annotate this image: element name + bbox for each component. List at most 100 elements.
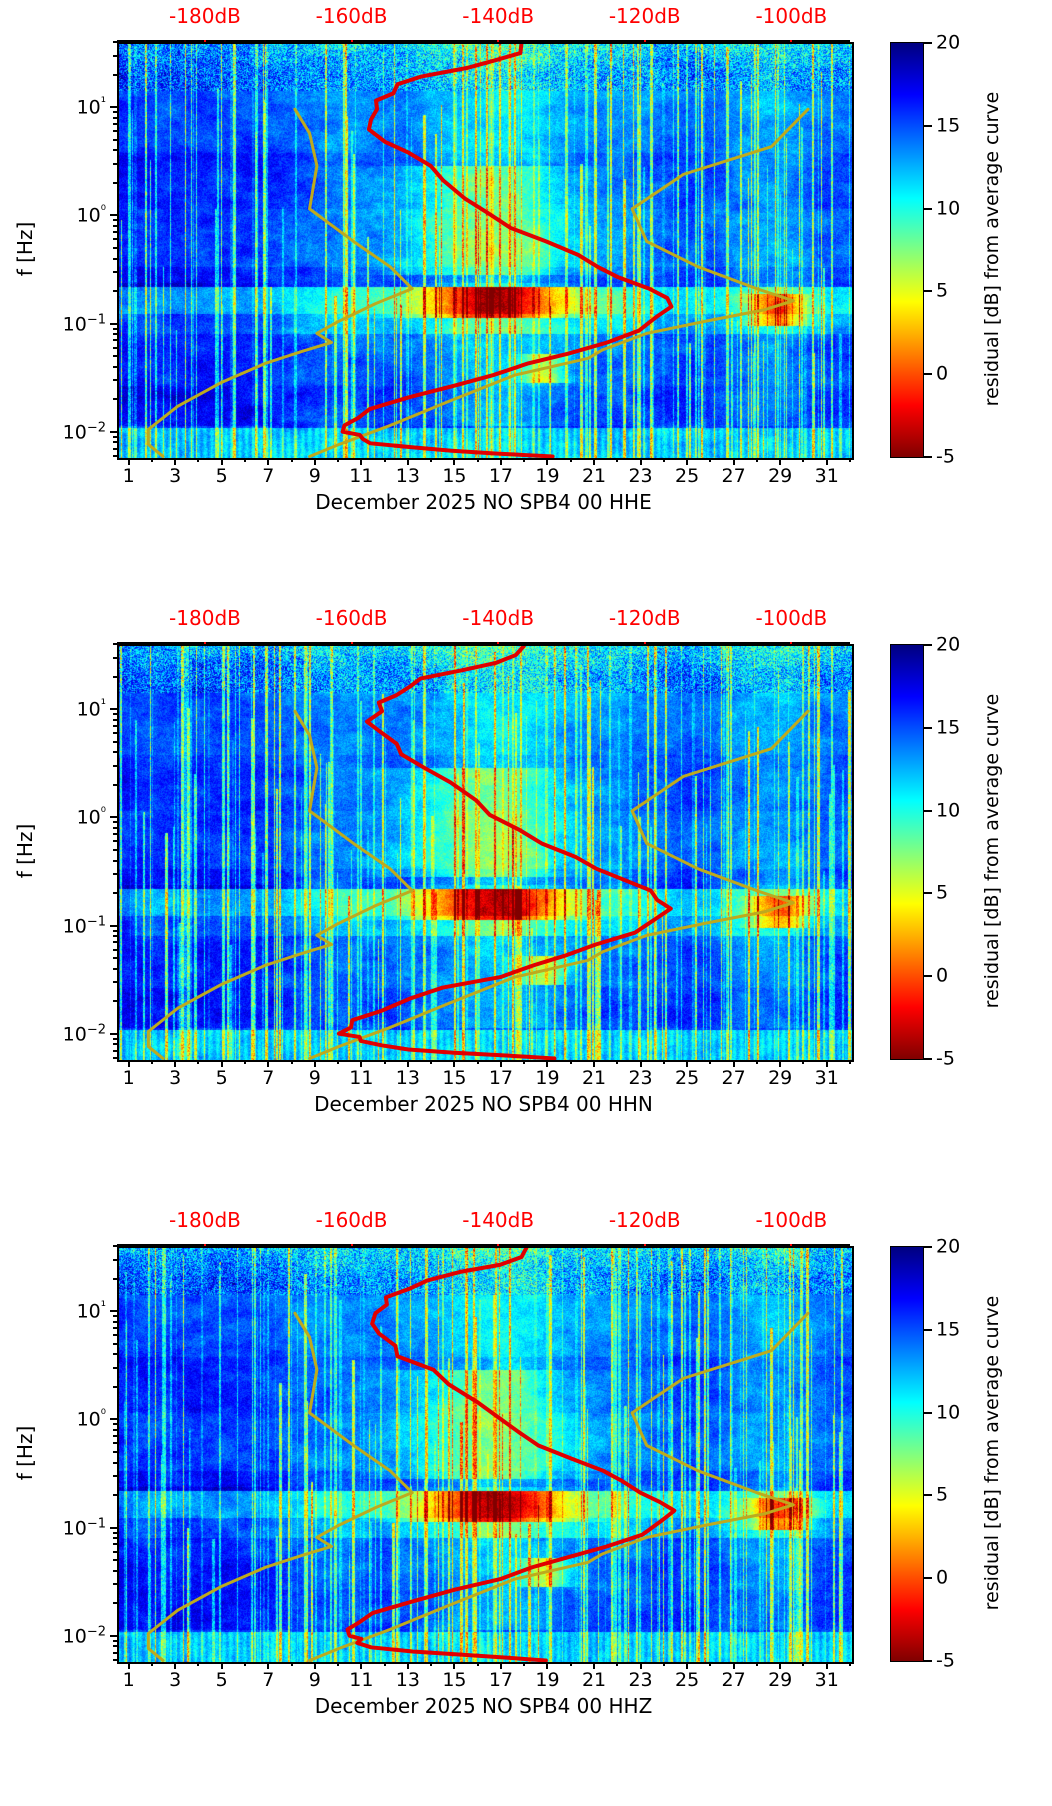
y-axis-ticklabel: 10−1 <box>62 312 106 336</box>
top-axis-line <box>117 40 850 42</box>
y-axis-minor-tick <box>113 122 117 125</box>
colorbar-tick <box>924 1494 932 1497</box>
curve-overlay <box>146 646 810 1060</box>
median-psd-curve <box>336 646 673 1060</box>
x-axis-minor-tick <box>476 458 479 462</box>
x-axis-ticklabel: 21 <box>581 1669 607 1691</box>
y-axis-minor-tick <box>113 957 117 960</box>
x-axis-title: December 2025 NO SPB4 00 HHZ <box>314 1694 653 1718</box>
y-axis-minor-tick <box>113 379 117 382</box>
noise-model-high-curve <box>308 1311 810 1662</box>
y-axis-minor-tick <box>113 783 117 786</box>
y-axis-minor-tick <box>113 238 117 241</box>
x-axis-tick <box>732 1662 735 1669</box>
y-axis-title: f [Hz] <box>13 823 37 879</box>
y-axis-minor-tick <box>113 54 117 57</box>
x-axis-ticklabel: 1 <box>122 1669 135 1691</box>
y-axis-minor-tick <box>113 271 117 274</box>
x-axis-minor-tick <box>243 458 246 462</box>
y-axis-minor-tick <box>113 1494 117 1497</box>
y-axis-minor-tick <box>113 1639 117 1642</box>
x-axis-minor-tick <box>290 1060 293 1064</box>
spectrogram-panel-hhn: -180dB -160dB -140dB -120dB -100dB 10−2 10−1 1… <box>0 602 1052 1204</box>
x-axis-minor-tick <box>383 458 386 462</box>
colorbar-ticklabel: 20 <box>936 1235 961 1258</box>
y-axis-minor-tick <box>113 1451 117 1454</box>
y-axis-minor-tick <box>113 826 117 829</box>
y-axis-minor-tick <box>113 740 117 743</box>
db-axis-label: -120dB <box>608 606 681 630</box>
y-axis-tick <box>110 924 117 927</box>
y-axis-tick <box>110 322 117 325</box>
curve-overlay <box>146 44 810 458</box>
x-axis-minor-tick <box>243 1662 246 1666</box>
x-axis-ticklabel: 19 <box>535 465 560 487</box>
x-axis-minor-tick <box>662 458 665 462</box>
x-axis-ticklabel: 27 <box>721 465 746 487</box>
x-axis-tick <box>686 1060 689 1067</box>
y-axis-tick <box>110 708 117 711</box>
colorbar-ticklabel: 10 <box>936 1401 961 1424</box>
db-axis-label: -180dB <box>169 4 241 28</box>
x-axis-ticklabel: 13 <box>395 1669 420 1691</box>
x-axis-minor-tick <box>802 1662 805 1666</box>
y-axis-ticklabel: 10⁰ <box>76 203 106 228</box>
y-axis-minor-tick <box>113 398 117 401</box>
y-axis-minor-tick <box>113 873 117 876</box>
median-psd-curve <box>340 44 674 458</box>
y-axis-ticklabel: 10−2 <box>62 1624 106 1648</box>
y-axis-minor-tick <box>113 1057 117 1059</box>
x-axis-minor-tick <box>150 1060 153 1064</box>
noise-model-low-curve <box>146 107 414 458</box>
y-axis-minor-tick <box>113 1000 117 1003</box>
db-axis-label: -180dB <box>169 606 241 630</box>
y-axis-minor-tick <box>113 1435 117 1438</box>
y-axis-minor-tick <box>113 1258 117 1261</box>
x-axis-ticklabel: 27 <box>721 1067 746 1089</box>
top-axis-line <box>117 1244 850 1246</box>
y-axis-ticklabel: 10¹ <box>76 1299 106 1323</box>
y-axis-minor-tick <box>113 718 117 721</box>
x-axis-tick <box>174 1060 177 1067</box>
noise-model-low-curve <box>146 1311 414 1662</box>
curve-overlay <box>146 1248 810 1662</box>
colorbar: -5 0 5 10 15 20 <box>890 1237 960 1670</box>
colorbar-title: residual [dB] from average curve <box>981 693 1003 1009</box>
colorbar-ticklabel: 20 <box>936 31 961 54</box>
x-axis-minor-tick <box>337 1662 340 1666</box>
y-axis-minor-tick <box>113 1531 117 1534</box>
y-axis-minor-tick <box>113 1583 117 1586</box>
x-axis-minor-tick <box>662 1662 665 1666</box>
colorbar-ticklabel: 5 <box>936 1483 949 1506</box>
colorbar: -5 0 5 10 15 20 <box>890 33 960 466</box>
x-axis-minor-tick <box>197 1662 200 1666</box>
y-axis-minor-tick <box>113 441 117 444</box>
db-axis-label: -120dB <box>608 1208 681 1232</box>
y-axis-ticklabel: 10⁰ <box>76 805 106 830</box>
spectrogram-image <box>119 646 852 1060</box>
y-axis-ticklabel: 10−2 <box>62 420 106 444</box>
colorbar-tick <box>924 373 932 376</box>
db-axis-label: -100dB <box>755 606 828 630</box>
x-axis-ticklabel: 9 <box>308 465 321 487</box>
y-axis-tick <box>110 1634 117 1637</box>
colorbar-gradient <box>891 43 923 457</box>
x-axis-minor-tick <box>849 1060 851 1064</box>
y-axis-title: f [Hz] <box>13 1425 37 1481</box>
y-axis-minor-tick <box>113 751 117 754</box>
y-axis-minor-tick <box>113 948 117 951</box>
x-axis-minor-tick <box>569 458 572 462</box>
x-axis-title: December 2025 NO SPB4 00 HHN <box>314 1092 653 1116</box>
x-axis-tick <box>686 458 689 465</box>
x-axis-ticklabel: 7 <box>262 465 275 487</box>
x-axis-tick <box>174 458 177 465</box>
y-axis-minor-tick <box>113 435 117 438</box>
y-axis-minor-tick <box>113 1037 117 1040</box>
x-axis-tick <box>732 1060 735 1067</box>
x-axis-ticklabel: 21 <box>581 465 607 487</box>
x-axis-minor-tick <box>430 1060 433 1064</box>
x-axis-tick <box>406 458 409 465</box>
y-axis-minor-tick <box>113 643 117 645</box>
x-axis-tick <box>825 458 828 465</box>
